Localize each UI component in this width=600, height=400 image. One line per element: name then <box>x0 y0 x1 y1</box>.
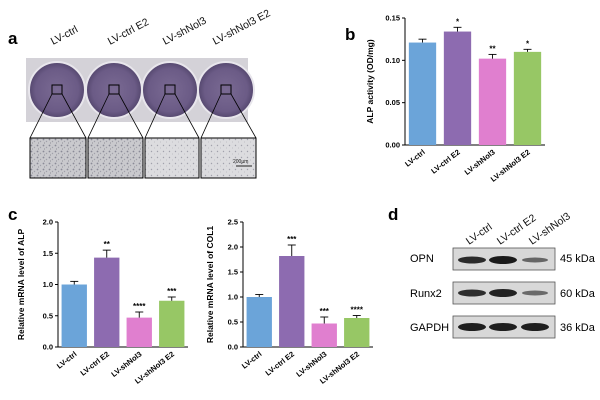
bar <box>126 317 152 347</box>
chart-col1-mrna: 0.0 0.5 1.0 1.5 2.0 2.5 Relative mRNA level of… <box>205 218 373 386</box>
micrograph-4 <box>200 137 257 179</box>
lane-label-1: LV-ctrl <box>464 221 495 247</box>
x-tick-label: LV-ctrl E2 <box>429 147 461 175</box>
significance-label: * <box>526 39 530 48</box>
bar <box>478 58 507 145</box>
y-tick-label: 2.0 <box>228 243 238 252</box>
well-label-3: LV-shNol3 <box>161 15 209 48</box>
micrograph-1 <box>29 137 87 179</box>
well-1 <box>28 61 86 119</box>
micrograph-2 <box>87 137 144 179</box>
zoom-box-4 <box>220 84 232 95</box>
size-label-runx2: 60 kDa <box>560 288 596 300</box>
band-runx2-2 <box>489 289 517 297</box>
bar <box>408 42 437 146</box>
micrograph-3 <box>144 137 200 179</box>
band-runx2-1 <box>458 289 486 297</box>
significance-label: *** <box>167 287 177 296</box>
y-tick-label: 1.5 <box>43 249 53 258</box>
x-tick-label: LV-ctrl <box>240 349 264 370</box>
band-gapdh-2 <box>489 323 517 331</box>
panel-d: LV-ctrl LV-ctrl E2 LV-shNol3 OPN Runx2 G… <box>410 210 596 339</box>
panel-label-c: c <box>8 205 17 224</box>
significance-label: *** <box>287 235 297 244</box>
bar <box>159 300 185 347</box>
bar <box>94 257 120 347</box>
protein-label-gapdh: GAPDH <box>410 322 449 334</box>
size-label-opn: 45 kDa <box>560 253 596 265</box>
chart-alp-mrna: 0.0 0.5 1.0 1.5 2.0 Relative mRNA level of AL… <box>16 218 188 386</box>
bar <box>513 51 542 145</box>
significance-label: * <box>456 17 460 26</box>
well-2 <box>85 61 143 119</box>
y-tick-label: 0.05 <box>385 98 400 107</box>
bar <box>279 256 305 347</box>
zoom-lines <box>29 93 257 139</box>
protein-label-runx2: Runx2 <box>410 288 442 300</box>
x-tick-label: LV-shNol3 <box>463 147 497 176</box>
bar <box>344 318 370 347</box>
y-tick-label: 1.0 <box>228 293 238 302</box>
y-axis-label: ALP activity (OD/mg) <box>365 39 375 124</box>
size-label-gapdh: 36 kDa <box>560 322 596 334</box>
zoom-box-2 <box>108 84 120 95</box>
panel-label-a: a <box>8 29 18 48</box>
bar <box>246 297 272 347</box>
well-label-2: LV-ctrl E2 <box>106 16 151 48</box>
band-opn-2 <box>489 256 517 264</box>
band-gapdh-1 <box>458 323 486 331</box>
well-4 <box>197 61 255 119</box>
band-opn-1 <box>458 256 486 264</box>
panel-label-b: b <box>345 25 355 44</box>
significance-label: **** <box>351 306 364 315</box>
significance-label: *** <box>320 307 330 316</box>
bar <box>443 31 472 145</box>
y-tick-label: 2.0 <box>43 218 53 227</box>
well-3 <box>141 61 199 119</box>
chart-alp-activity: 0.00 0.05 0.10 0.15 ALP activity (OD/mg) LV-c… <box>365 14 545 184</box>
band-runx2-3 <box>522 290 548 296</box>
significance-label: ** <box>104 240 111 249</box>
x-tick-label: LV-ctrl E2 <box>79 349 111 377</box>
y-axis-label: Relative mRNA level of ALP <box>16 229 26 341</box>
y-tick-label: 0.0 <box>228 343 238 352</box>
well-label-1: LV-ctrl <box>49 23 80 47</box>
lane-labels: LV-ctrl LV-ctrl E2 LV-shNol3 <box>464 210 573 247</box>
y-tick-label: 1.5 <box>228 268 238 277</box>
x-tick-label: LV-ctrl <box>55 349 79 370</box>
well-labels: LV-ctrl LV-ctrl E2 LV-shNol3 LV-shNol3 E… <box>49 7 273 47</box>
x-tick-label: LV-ctrl <box>403 147 427 168</box>
x-tick-label: LV-ctrl E2 <box>264 349 296 377</box>
panel-a: LV-ctrl LV-ctrl E2 LV-shNol3 LV-shNol3 E… <box>26 7 273 179</box>
significance-label: ** <box>489 44 496 53</box>
bar <box>311 323 337 347</box>
zoom-box-1 <box>51 84 63 95</box>
significance-label: **** <box>133 302 146 311</box>
zoom-box-3 <box>164 84 176 95</box>
y-tick-label: 1.0 <box>43 280 53 289</box>
y-tick-label: 0.00 <box>385 141 400 150</box>
scale-bar-label: 200µm <box>233 159 248 165</box>
panel-label-d: d <box>388 205 398 224</box>
band-opn-3 <box>522 257 548 263</box>
y-tick-label: 0.5 <box>228 318 238 327</box>
band-gapdh-3 <box>521 323 549 331</box>
bar <box>61 284 87 347</box>
protein-label-opn: OPN <box>410 253 434 265</box>
well-label-4: LV-shNol3 E2 <box>211 7 273 47</box>
y-tick-label: 0.15 <box>385 14 400 23</box>
y-tick-label: 0.0 <box>43 343 53 352</box>
y-tick-label: 2.5 <box>228 218 238 227</box>
y-tick-label: 0.5 <box>43 311 53 320</box>
y-tick-label: 0.10 <box>385 56 400 65</box>
y-axis-label: Relative mRNA level of COL1 <box>205 226 215 344</box>
